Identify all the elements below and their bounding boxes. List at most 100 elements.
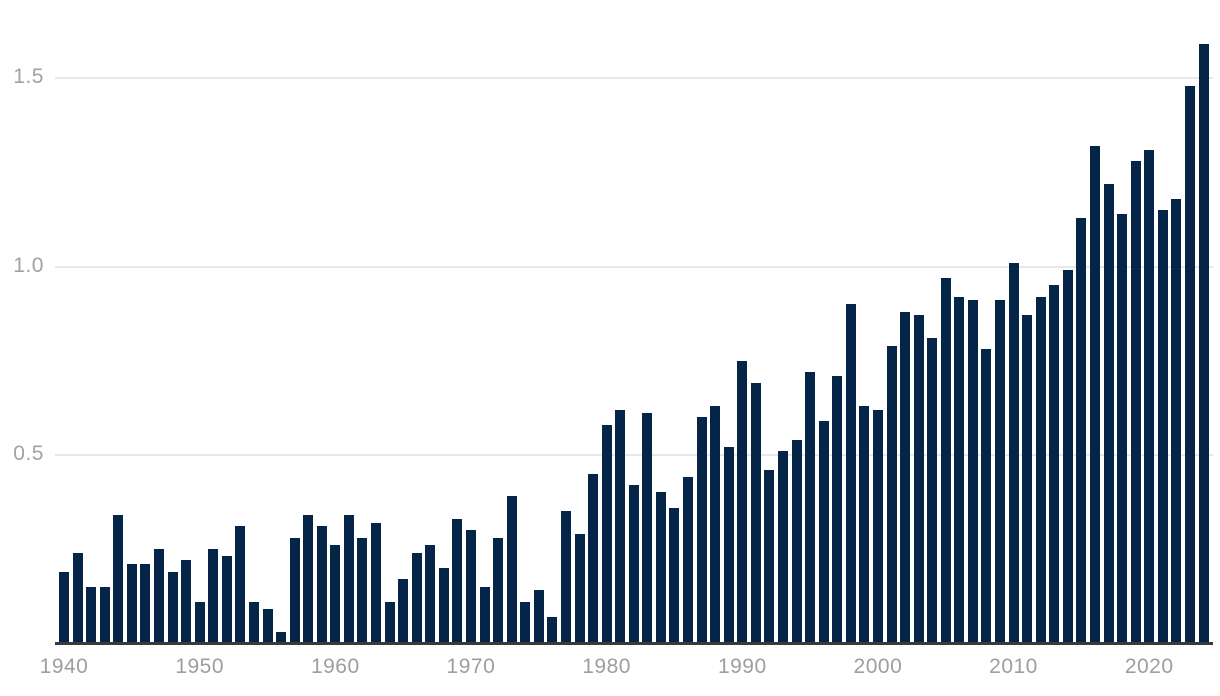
bar-2017[interactable] <box>1103 183 1114 643</box>
bar-2001[interactable] <box>886 345 897 643</box>
bar-2004[interactable] <box>927 338 938 643</box>
bar-1957[interactable] <box>289 537 300 643</box>
bar-1972[interactable] <box>493 537 504 643</box>
bar-1982[interactable] <box>628 484 639 643</box>
bar-1945[interactable] <box>126 563 137 643</box>
bar-2023[interactable] <box>1184 85 1195 643</box>
bar-1943[interactable] <box>99 586 110 643</box>
bar-1960[interactable] <box>330 545 341 643</box>
bar-1983[interactable] <box>642 413 653 643</box>
bar-2021[interactable] <box>1157 210 1168 643</box>
bar-1971[interactable] <box>479 586 490 643</box>
x-tick-label-2010: 2010 <box>989 655 1038 678</box>
bar-2005[interactable] <box>940 277 951 643</box>
y-tick-label-1.0: 1.0 <box>13 253 44 277</box>
bar-1941[interactable] <box>72 552 83 643</box>
bar-1978[interactable] <box>574 533 585 643</box>
bar-2008[interactable] <box>981 349 992 643</box>
bar-1997[interactable] <box>832 375 843 643</box>
bar-1966[interactable] <box>411 552 422 643</box>
bar-1989[interactable] <box>723 447 734 643</box>
x-tick-label-2020: 2020 <box>1124 655 1174 678</box>
bar-2012[interactable] <box>1035 296 1046 643</box>
bar-2000[interactable] <box>872 409 883 643</box>
bar-2006[interactable] <box>954 296 965 643</box>
x-tick-label-1970: 1970 <box>446 655 496 678</box>
bar-2014[interactable] <box>1062 270 1073 643</box>
bar-1985[interactable] <box>669 507 680 643</box>
bar-1999[interactable] <box>859 405 870 643</box>
gridline-0.5 <box>55 453 1213 456</box>
bar-1984[interactable] <box>655 492 666 643</box>
bar-1958[interactable] <box>303 515 314 643</box>
x-tick-label-1980: 1980 <box>582 655 631 678</box>
bar-1948[interactable] <box>167 571 178 643</box>
bar-1993[interactable] <box>777 451 788 643</box>
bar-2020[interactable] <box>1144 149 1155 643</box>
y-tick-label-1.5: 1.5 <box>13 65 44 89</box>
bar-2024[interactable] <box>1198 44 1209 643</box>
bar-1988[interactable] <box>710 405 721 643</box>
bar-1944[interactable] <box>113 515 124 643</box>
bar-1955[interactable] <box>262 609 273 643</box>
bar-1950[interactable] <box>194 601 205 643</box>
bar-1975[interactable] <box>533 590 544 643</box>
bar-1967[interactable] <box>425 545 436 643</box>
x-tick-label-1990: 1990 <box>717 655 767 678</box>
bar-1991[interactable] <box>750 383 761 643</box>
bar-1968[interactable] <box>438 567 449 643</box>
bar-1980[interactable] <box>601 424 612 643</box>
x-tick-label-1950: 1950 <box>175 655 225 678</box>
bar-2016[interactable] <box>1089 146 1100 643</box>
bar-1973[interactable] <box>506 496 517 643</box>
bar-1956[interactable] <box>276 631 286 643</box>
bar-2015[interactable] <box>1076 217 1087 643</box>
bar-2010[interactable] <box>1008 262 1019 643</box>
bar-1946[interactable] <box>140 563 151 643</box>
x-tick-label-1960: 1960 <box>310 655 360 678</box>
bar-1964[interactable] <box>384 601 395 643</box>
bar-1990[interactable] <box>737 360 748 643</box>
x-tick-label-2000: 2000 <box>853 655 903 678</box>
bar-1969[interactable] <box>452 518 463 643</box>
bar-1952[interactable] <box>221 556 232 643</box>
y-tick-label-0.5: 0.5 <box>13 441 44 465</box>
bar-1981[interactable] <box>615 409 626 643</box>
gridline-1.5 <box>55 77 1213 80</box>
bar-1995[interactable] <box>805 371 816 643</box>
bar-1977[interactable] <box>560 511 571 643</box>
bar-1974[interactable] <box>520 601 531 643</box>
bar-1951[interactable] <box>208 548 219 643</box>
bar-2022[interactable] <box>1171 198 1182 643</box>
bar-1963[interactable] <box>371 522 381 643</box>
gridline-1.0 <box>55 265 1213 268</box>
bar-2019[interactable] <box>1130 161 1141 643</box>
bar-1970[interactable] <box>465 530 476 643</box>
bar-1947[interactable] <box>154 548 164 643</box>
bar-1953[interactable] <box>235 526 246 643</box>
bar-1942[interactable] <box>86 586 97 643</box>
bar-2003[interactable] <box>913 315 924 643</box>
bar-1998[interactable] <box>845 304 856 643</box>
bar-2007[interactable] <box>967 300 978 643</box>
bar-2018[interactable] <box>1117 213 1128 643</box>
bar-1940[interactable] <box>59 571 69 643</box>
bar-1992[interactable] <box>764 469 775 643</box>
bar-2002[interactable] <box>900 311 910 643</box>
bar-1996[interactable] <box>818 420 829 643</box>
bar-2013[interactable] <box>1049 285 1060 643</box>
x-tick-label-1940: 1940 <box>39 655 89 678</box>
bar-1965[interactable] <box>398 579 409 643</box>
bar-1994[interactable] <box>791 439 802 643</box>
bar-2009[interactable] <box>995 300 1005 643</box>
bar-1987[interactable] <box>696 417 707 643</box>
bar-1986[interactable] <box>683 477 693 643</box>
bar-1961[interactable] <box>343 515 354 643</box>
bar-1962[interactable] <box>357 537 368 643</box>
bar-1949[interactable] <box>181 560 192 643</box>
bar-2011[interactable] <box>1022 315 1033 643</box>
bar-1959[interactable] <box>316 526 327 643</box>
bar-1976[interactable] <box>547 616 558 643</box>
bar-1954[interactable] <box>248 601 259 643</box>
bar-1979[interactable] <box>588 473 598 643</box>
